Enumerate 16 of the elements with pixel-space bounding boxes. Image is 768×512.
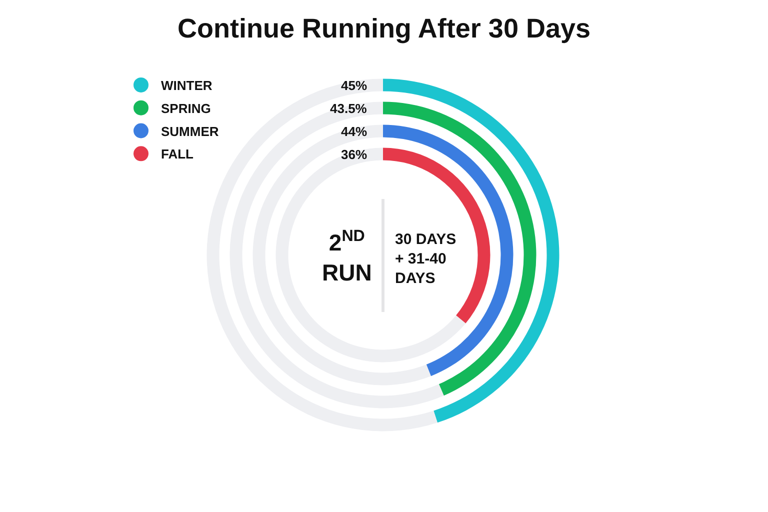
- donut-slice: [383, 102, 536, 396]
- donut-slice: [276, 148, 466, 362]
- legend-label: FALL: [161, 146, 194, 162]
- legend-label: SUMMER: [161, 124, 220, 139]
- donut-slice: [383, 148, 490, 324]
- legend-label: SPRING: [161, 100, 211, 116]
- data-label: 45%: [341, 78, 368, 93]
- data-label: 43.5%: [330, 101, 368, 116]
- donut-slice: [383, 124, 513, 376]
- text: 2$^{ND}$ RUN: [322, 227, 372, 286]
- legend-label: WINTER: [161, 78, 213, 94]
- data-label: 36%: [341, 147, 368, 162]
- data-label: 44%: [341, 124, 368, 139]
- chart-title: Continue Running After 30 Days: [177, 13, 591, 44]
- donut-slice: [383, 78, 560, 423]
- text: 30 DAYS + 31-40 DAYS: [395, 231, 456, 287]
